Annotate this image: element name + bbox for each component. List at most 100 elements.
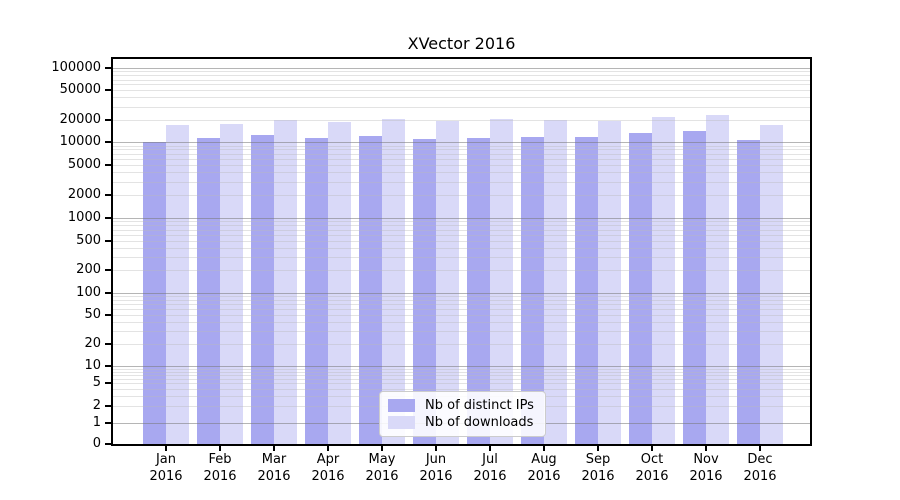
bar [143, 141, 166, 444]
gridline-minor [113, 270, 810, 272]
gridline-major [113, 68, 810, 69]
x-tick-label-line: 2016 [257, 469, 291, 484]
x-tick-label: Jul 2016 [460, 451, 520, 485]
y-tick-label: 2000 [67, 187, 101, 203]
x-tick-label: Dec 2016 [730, 451, 790, 485]
y-tick-mark [105, 404, 111, 407]
gridline-minor [113, 172, 810, 174]
y-tick-mark [105, 314, 111, 316]
gridline-minor [113, 322, 810, 323]
y-tick-mark [105, 141, 111, 143]
gridline-minor [113, 71, 810, 73]
gridline-minor [113, 257, 810, 259]
gridline-minor [113, 296, 810, 298]
bar [683, 131, 706, 444]
bar [629, 132, 652, 444]
gridline-minor [113, 75, 810, 77]
x-tick-mark [705, 446, 707, 451]
x-tick-label-line: Aug [531, 452, 557, 467]
gridline-minor [113, 304, 810, 306]
y-tick-mark [105, 194, 111, 197]
bar [436, 121, 459, 444]
y-tick-label: 20 [84, 336, 101, 351]
gridline-minor [113, 368, 810, 370]
y-tick-label: 1000 [67, 210, 101, 225]
x-tick-mark [219, 446, 221, 451]
x-tick-label-line: Nov [693, 452, 719, 467]
y-tick-label: 0 [92, 436, 101, 451]
y-tick-label: 200 [76, 262, 101, 278]
y-tick-mark [105, 239, 111, 242]
y-tick-mark [105, 217, 111, 219]
x-tick-mark [327, 446, 329, 451]
x-tick-label-line: 2016 [689, 469, 723, 484]
x-tick-label: Jun 2016 [406, 451, 466, 485]
x-tick-label-line: Dec [747, 452, 773, 467]
x-tick-label-line: Jul [482, 452, 498, 467]
x-tick-label-line: 2016 [473, 469, 507, 484]
gridline-minor [113, 383, 810, 385]
chart-title: XVector 2016 [407, 34, 516, 53]
gridline-major [113, 366, 810, 367]
gridline-minor [113, 195, 810, 197]
x-tick-label-line: 2016 [149, 469, 183, 484]
bar [166, 125, 189, 444]
y-tick-mark [105, 292, 111, 294]
legend-row: Nb of downloads [388, 414, 537, 431]
x-tick-label-line: Oct [640, 452, 664, 467]
y-tick-label: 50 [84, 307, 101, 322]
gridline-minor [113, 388, 810, 390]
x-tick-label-line: 2016 [527, 469, 561, 484]
x-tick-label: Oct 2016 [622, 451, 682, 485]
x-tick-label: May 2016 [352, 451, 412, 485]
gridline-minor [113, 300, 810, 302]
y-tick-mark [105, 365, 111, 367]
bar [652, 116, 675, 444]
y-tick-label: 500 [76, 232, 101, 248]
x-tick-label: Jan 2016 [136, 451, 196, 485]
x-tick-label-line: 2016 [581, 469, 615, 484]
x-tick-label-line: 2016 [635, 469, 669, 484]
bar [521, 137, 544, 444]
x-tick-label-line: May [368, 452, 396, 467]
gridline-minor [113, 331, 810, 333]
y-tick-label: 100 [76, 285, 101, 300]
gridline-minor [113, 106, 810, 108]
y-tick-label: 2 [92, 397, 101, 413]
gridline-minor [113, 378, 810, 380]
bar [274, 119, 297, 444]
x-tick-label: Sep 2016 [568, 451, 628, 485]
x-tick-mark [597, 446, 599, 451]
y-tick-label: 100000 [51, 60, 101, 75]
gridline-minor [113, 164, 810, 166]
x-tick-label-line: 2016 [311, 469, 345, 484]
gridline-minor [113, 344, 810, 345]
x-tick-mark [651, 446, 653, 451]
x-tick-mark [273, 446, 275, 451]
plot-area [111, 57, 812, 446]
x-tick-label-line: Feb [208, 452, 232, 467]
x-tick-label: Apr 2016 [298, 451, 358, 485]
x-tick-label-line: 2016 [743, 469, 777, 484]
bar [220, 124, 243, 444]
gridline-minor [113, 229, 810, 231]
x-tick-label-line: 2016 [203, 469, 237, 484]
bar [328, 121, 351, 444]
x-tick-label-line: Mar [261, 452, 287, 467]
y-tick-label: 20000 [59, 111, 101, 127]
x-tick-label-line: Apr [316, 452, 340, 467]
gridline-minor [113, 371, 810, 373]
y-tick-mark [105, 443, 111, 445]
gridline-minor [113, 145, 810, 147]
legend-swatch-downloads [388, 416, 415, 429]
gridline-minor [113, 315, 810, 316]
x-tick-mark [381, 446, 383, 451]
x-tick-label: Nov 2016 [676, 451, 736, 485]
y-tick-label: 50000 [59, 82, 101, 98]
gridline-minor [113, 234, 810, 236]
x-tick-label-line: Sep [585, 452, 611, 467]
gridline-minor [113, 79, 810, 81]
x-tick-mark [759, 446, 761, 451]
x-tick-label-line: 2016 [419, 469, 453, 484]
